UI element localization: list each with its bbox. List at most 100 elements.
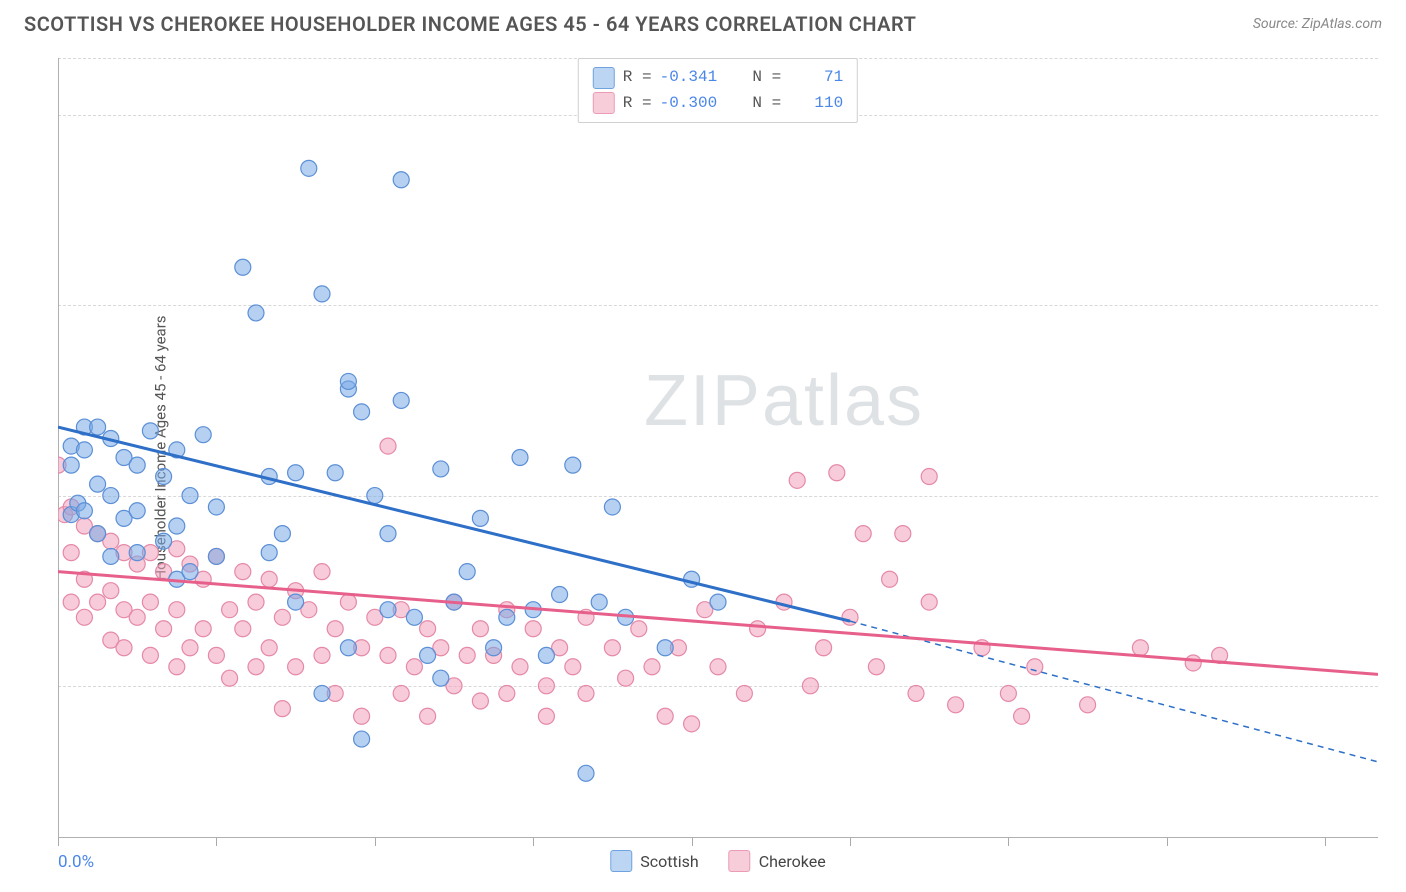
- data-point: [248, 594, 264, 610]
- legend-swatch: [729, 850, 751, 872]
- data-point: [327, 621, 343, 637]
- legend-r-value: -0.341: [660, 65, 718, 91]
- data-point: [314, 564, 330, 580]
- legend-row: R =-0.341 N =71: [593, 65, 843, 91]
- correlation-legend: R =-0.341 N =71R =-0.300 N =110: [578, 58, 858, 123]
- data-point: [591, 594, 607, 610]
- data-point: [1080, 697, 1096, 713]
- data-point: [314, 286, 330, 302]
- legend-row: R =-0.300 N =110: [593, 91, 843, 117]
- data-point: [222, 602, 238, 618]
- data-point: [169, 659, 185, 675]
- data-point: [921, 594, 937, 610]
- data-point: [327, 465, 343, 481]
- legend-swatch: [593, 67, 615, 89]
- data-point: [90, 526, 106, 542]
- x-tick: [533, 838, 534, 846]
- data-point: [604, 499, 620, 515]
- legend-r-value: -0.300: [660, 91, 718, 117]
- legend-swatch: [610, 850, 632, 872]
- data-point: [486, 640, 502, 656]
- x-axis-min-label: 0.0%: [58, 852, 94, 872]
- y-tick-label: $100,000: [1388, 486, 1406, 506]
- data-point: [129, 503, 145, 519]
- data-point: [76, 503, 92, 519]
- data-point: [340, 594, 356, 610]
- data-point: [710, 594, 726, 610]
- data-point: [499, 685, 515, 701]
- data-point: [261, 640, 277, 656]
- data-point: [195, 621, 211, 637]
- legend-n-value: 71: [789, 65, 843, 91]
- data-point: [499, 609, 515, 625]
- regression-line-extrapolated: [850, 621, 1378, 762]
- data-point: [472, 693, 488, 709]
- data-point: [1185, 655, 1201, 671]
- data-point: [578, 685, 594, 701]
- data-point: [472, 510, 488, 526]
- data-point: [354, 404, 370, 420]
- legend-n-label: N =: [752, 91, 781, 117]
- data-point: [103, 488, 119, 504]
- data-point: [129, 457, 145, 473]
- data-point: [195, 427, 211, 443]
- data-point: [90, 594, 106, 610]
- data-point: [129, 545, 145, 561]
- data-point: [288, 594, 304, 610]
- legend-n-label: N =: [752, 65, 781, 91]
- data-point: [288, 659, 304, 675]
- data-point: [354, 731, 370, 747]
- data-point: [538, 647, 554, 663]
- data-point: [406, 659, 422, 675]
- data-point: [248, 305, 264, 321]
- data-point: [116, 640, 132, 656]
- data-point: [472, 621, 488, 637]
- data-point: [380, 438, 396, 454]
- data-point: [156, 533, 172, 549]
- legend-label: Cherokee: [759, 852, 826, 871]
- data-point: [433, 461, 449, 477]
- data-point: [1132, 640, 1148, 656]
- legend-r-label: R =: [623, 91, 652, 117]
- data-point: [103, 583, 119, 599]
- data-point: [512, 659, 528, 675]
- data-point: [261, 545, 277, 561]
- data-point: [1000, 685, 1016, 701]
- data-point: [895, 526, 911, 542]
- data-point: [261, 571, 277, 587]
- data-point: [1027, 659, 1043, 675]
- data-point: [274, 609, 290, 625]
- data-point: [274, 526, 290, 542]
- data-point: [63, 594, 79, 610]
- data-point: [420, 647, 436, 663]
- data-point: [565, 457, 581, 473]
- data-point: [142, 647, 158, 663]
- legend-item: Cherokee: [729, 850, 826, 872]
- data-point: [393, 172, 409, 188]
- x-tick: [1008, 838, 1009, 846]
- data-point: [182, 564, 198, 580]
- data-point: [340, 640, 356, 656]
- data-point: [684, 716, 700, 732]
- data-point: [420, 621, 436, 637]
- data-point: [129, 609, 145, 625]
- data-point: [340, 373, 356, 389]
- page-title: SCOTTISH VS CHEROKEE HOUSEHOLDER INCOME …: [24, 12, 916, 36]
- data-point: [538, 678, 554, 694]
- data-point: [552, 586, 568, 602]
- y-tick-label: $150,000: [1388, 295, 1406, 315]
- x-tick: [692, 838, 693, 846]
- data-point: [459, 564, 475, 580]
- data-point: [208, 647, 224, 663]
- data-point: [604, 640, 620, 656]
- data-point: [288, 465, 304, 481]
- data-point: [314, 685, 330, 701]
- data-point: [142, 423, 158, 439]
- data-point: [829, 465, 845, 481]
- data-point: [90, 419, 106, 435]
- data-point: [750, 621, 766, 637]
- data-point: [76, 609, 92, 625]
- data-point: [274, 701, 290, 717]
- data-point: [380, 602, 396, 618]
- data-point: [868, 659, 884, 675]
